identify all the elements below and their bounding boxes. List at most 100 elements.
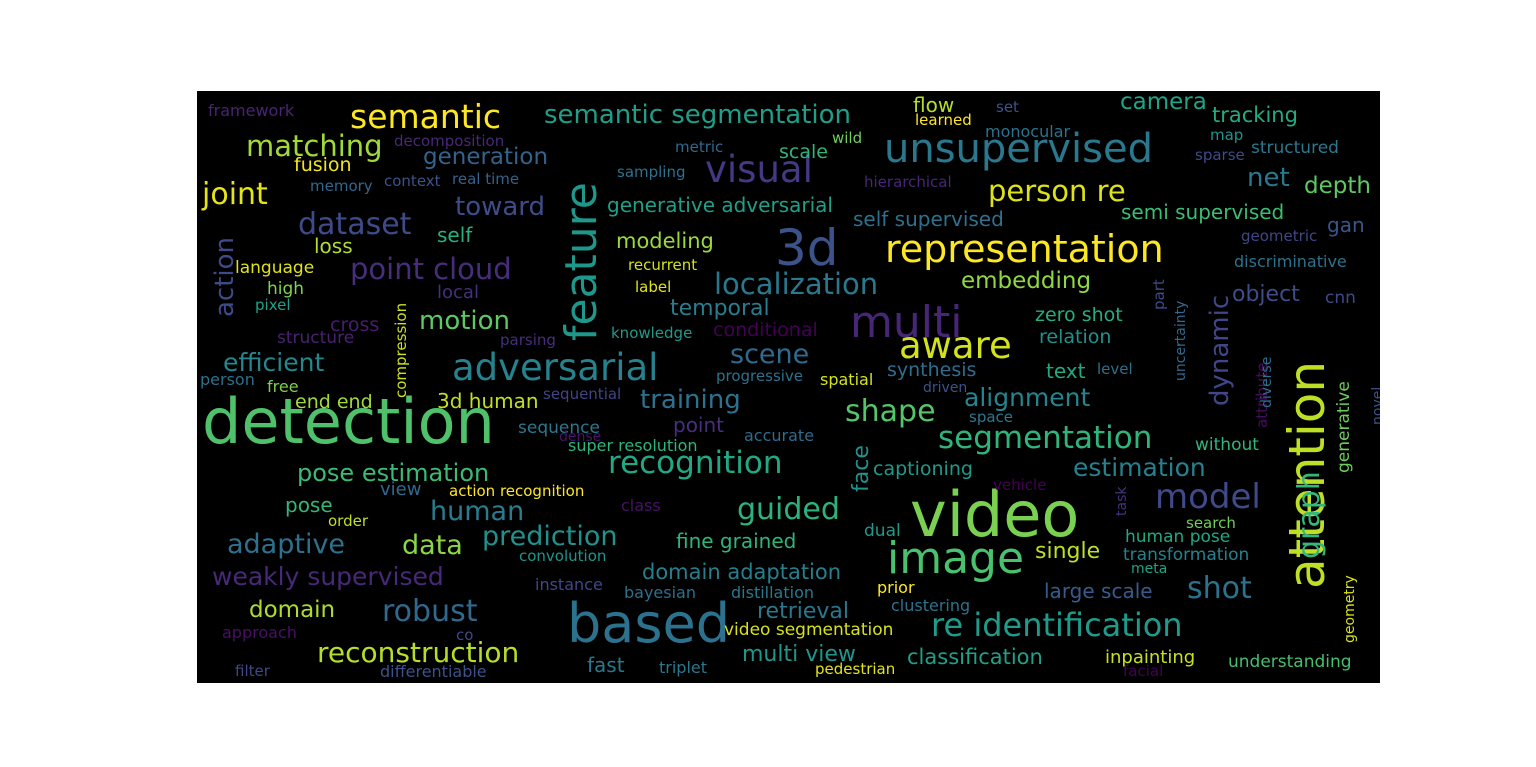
cloud-word: tracking: [1212, 103, 1298, 127]
cloud-word: local: [437, 282, 479, 303]
cloud-word: adaptive: [227, 529, 346, 560]
cloud-word: approach: [222, 623, 297, 642]
cloud-word: meta: [1131, 561, 1168, 577]
cloud-word: space: [969, 408, 1014, 426]
cloud-word: multi view: [742, 642, 856, 667]
cloud-word: diverse: [1259, 356, 1275, 408]
cloud-word: differentiable: [380, 662, 487, 681]
cloud-word: multi: [850, 297, 963, 348]
cloud-word: relation: [1039, 326, 1112, 348]
cloud-word: 3d human: [437, 389, 539, 413]
cloud-word: scene: [730, 339, 810, 370]
cloud-word: robust: [382, 594, 478, 629]
cloud-word: conditional: [713, 319, 818, 341]
cloud-word: loss: [314, 234, 353, 258]
cloud-word: vehicle: [993, 476, 1047, 494]
cloud-word: net: [1247, 163, 1290, 193]
cloud-word: novel: [1370, 386, 1380, 425]
cloud-word: video: [910, 478, 1080, 551]
cloud-word: matching: [246, 129, 383, 163]
cloud-word: distillation: [731, 583, 814, 602]
cloud-word: human: [430, 496, 525, 527]
cloud-word: alignment: [964, 383, 1091, 412]
cloud-word: decomposition: [394, 132, 505, 150]
cloud-word: person: [200, 370, 255, 389]
cloud-word: part: [1150, 279, 1168, 310]
cloud-word: cross: [330, 314, 380, 336]
cloud-word: pedestrian: [815, 660, 896, 678]
cloud-word: transformation: [1123, 545, 1250, 565]
cloud-word: parsing: [500, 331, 556, 349]
cloud-word: scale: [779, 141, 828, 163]
cloud-word: pose estimation: [297, 459, 490, 487]
cloud-word: class: [621, 496, 661, 515]
cloud-word: metric: [675, 138, 724, 156]
cloud-word: motion: [419, 306, 511, 336]
cloud-word: aware: [899, 324, 1012, 367]
cloud-word: domain adaptation: [642, 560, 842, 584]
cloud-word: representation: [885, 227, 1164, 271]
cloud-word: re identification: [931, 606, 1183, 644]
cloud-word: semantic: [350, 97, 502, 136]
cloud-word: embedding: [961, 268, 1092, 294]
cloud-word: feature: [556, 182, 607, 341]
cloud-word: structure: [277, 328, 355, 348]
cloud-word: prior: [877, 578, 915, 597]
cloud-word: instance: [535, 575, 603, 594]
cloud-word: graph: [1292, 471, 1327, 559]
cloud-word: retrieval: [757, 599, 850, 624]
cloud-word: reconstruction: [317, 636, 520, 669]
cloud-word: sequence: [518, 418, 600, 438]
cloud-word: compression: [392, 302, 410, 398]
cloud-word: learned: [915, 111, 972, 129]
cloud-word: classification: [907, 645, 1043, 669]
cloud-word: text: [1046, 359, 1086, 383]
cloud-word: estimation: [1073, 453, 1206, 482]
cloud-word: structured: [1251, 138, 1339, 158]
cloud-word: generative adversarial: [607, 193, 833, 217]
cloud-word: shape: [845, 394, 936, 429]
cloud-word: without: [1195, 435, 1259, 455]
cloud-word: domain: [249, 597, 336, 623]
cloud-word: filter: [235, 662, 270, 680]
cloud-word: generative: [1334, 381, 1354, 473]
cloud-word: guided: [737, 492, 840, 527]
cloud-word: real time: [452, 170, 520, 188]
cloud-word: detection: [202, 385, 495, 458]
cloud-word: set: [996, 98, 1019, 116]
cloud-word: flow: [913, 93, 955, 117]
cloud-word: clustering: [891, 596, 971, 615]
cloud-word: sparse: [1195, 146, 1245, 164]
cloud-word: fusion: [294, 154, 352, 176]
cloud-word: dense: [559, 429, 602, 445]
cloud-word: single: [1035, 539, 1101, 564]
cloud-word: super resolution: [568, 436, 698, 455]
cloud-word: geometric: [1241, 227, 1318, 245]
cloud-word: language: [235, 258, 315, 278]
cloud-word: inpainting: [1105, 647, 1196, 668]
cloud-word: facial: [1123, 662, 1164, 680]
cloud-word: driven: [923, 380, 968, 396]
cloud-word: object: [1232, 282, 1300, 307]
cloud-word: toward: [455, 192, 546, 222]
cloud-word: training: [640, 385, 741, 415]
cloud-word: sampling: [617, 163, 686, 181]
cloud-word: end end: [295, 391, 373, 413]
cloud-word: pixel: [255, 296, 291, 314]
cloud-word: dynamic: [1205, 294, 1235, 406]
cloud-word: triplet: [659, 658, 708, 677]
cloud-word: monocular: [985, 122, 1071, 141]
cloud-word: segmentation: [938, 420, 1153, 456]
word-cloud: detection video based 3d attention featu…: [197, 91, 1380, 683]
cloud-word: based: [567, 592, 731, 655]
cloud-word: efficient: [223, 348, 325, 377]
cloud-word: captioning: [873, 458, 973, 480]
cloud-word: high: [267, 279, 305, 299]
cloud-word: camera: [1120, 91, 1207, 115]
cloud-word: search: [1186, 514, 1236, 532]
cloud-word: cnn: [1325, 288, 1356, 308]
cloud-word: shot: [1187, 571, 1252, 606]
cloud-word: synthesis: [887, 359, 977, 381]
cloud-word: pose: [285, 493, 333, 517]
cloud-word: framework: [208, 101, 295, 120]
